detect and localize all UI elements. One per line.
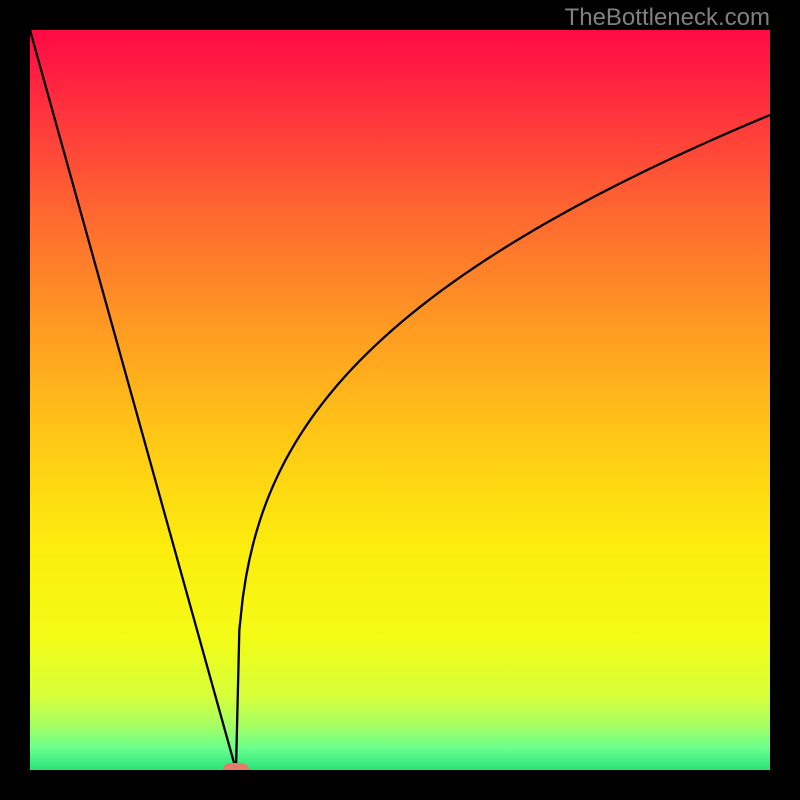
cusp-marker	[223, 763, 249, 777]
plot-svg	[0, 0, 800, 800]
plot-background	[30, 30, 770, 770]
